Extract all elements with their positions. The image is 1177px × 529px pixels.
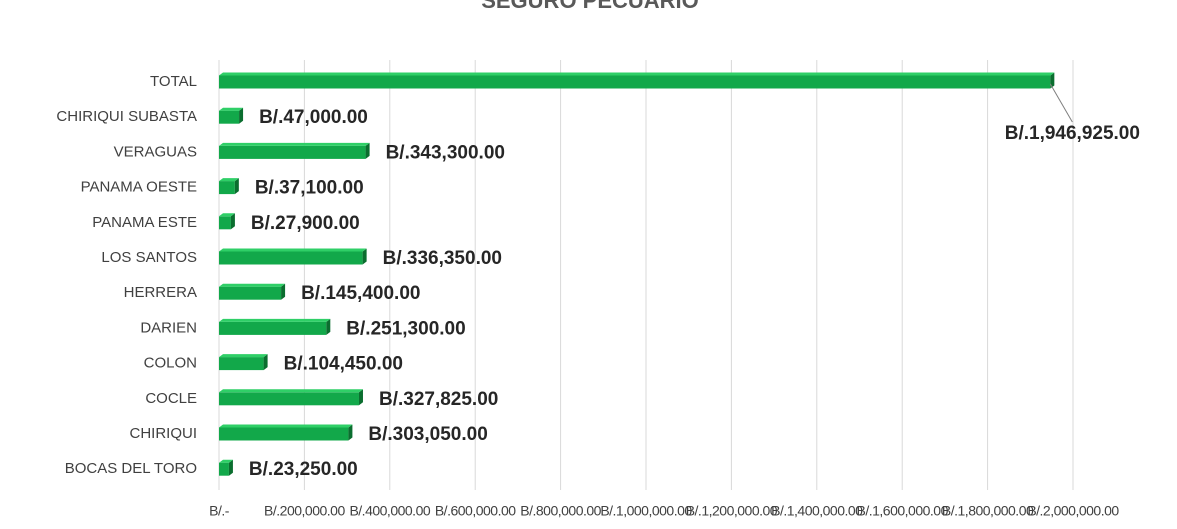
bar	[219, 216, 231, 230]
bar-side	[263, 354, 268, 371]
x-tick-label: B/.400,000.00	[349, 503, 430, 519]
y-tick-label: VERAGUAS	[114, 143, 197, 160]
bar-side	[230, 213, 235, 230]
bar	[219, 321, 327, 335]
value-label: B/.145,400.00	[301, 283, 420, 304]
bar-top	[219, 72, 1055, 76]
bar	[219, 145, 366, 159]
value-label: B/.251,300.00	[346, 318, 465, 339]
value-label: B/.336,350.00	[383, 248, 502, 269]
y-tick-label: COLON	[144, 355, 197, 372]
y-tick-label: PANAMA ESTE	[92, 214, 197, 231]
x-tick-label: B/.1,800,000.00	[942, 503, 1034, 519]
bar-side	[1050, 72, 1055, 89]
value-label: B/.104,450.00	[284, 354, 403, 375]
bar-top	[219, 354, 268, 358]
x-tick-label: B/.200,000.00	[264, 503, 345, 519]
bar	[219, 75, 1051, 89]
bar-top	[219, 178, 239, 182]
y-tick-label: COCLE	[145, 390, 197, 407]
value-label: B/.37,100.00	[255, 178, 364, 199]
bar	[219, 110, 240, 124]
bar	[219, 392, 359, 406]
x-tick-label: B/.-	[209, 503, 230, 519]
y-tick-label: HERRERA	[124, 284, 197, 301]
bar-side	[239, 107, 244, 124]
x-tick-label: B/.1,200,000.00	[686, 503, 778, 519]
bar	[219, 462, 229, 476]
bar-side	[228, 459, 233, 476]
bar	[219, 357, 264, 371]
leader-line	[1049, 83, 1073, 123]
bar-top	[219, 389, 363, 393]
value-label: B/.303,050.00	[368, 424, 487, 445]
bar-side	[365, 142, 370, 159]
x-tick-label: B/.1,000,000.00	[600, 503, 692, 519]
value-label: B/.343,300.00	[386, 142, 505, 163]
y-tick-label: BOCAS DEL TORO	[65, 460, 197, 477]
bar	[219, 286, 282, 300]
y-tick-label: TOTAL	[150, 73, 197, 90]
bar-side	[358, 389, 363, 406]
value-label: B/.1,946,925.00	[1005, 123, 1140, 144]
bar-side	[326, 318, 331, 335]
y-tick-label: DARIEN	[140, 319, 197, 336]
bar	[219, 181, 235, 195]
value-label: B/.327,825.00	[379, 389, 498, 410]
bar-top	[219, 459, 233, 463]
x-tick-label: B/.2,000,000.00	[1027, 503, 1119, 519]
x-tick-label: B/.1,600,000.00	[857, 503, 949, 519]
chart-title: SEGURO PECUARIO	[481, 0, 699, 13]
bar-top	[219, 142, 370, 146]
y-tick-label: PANAMA OESTE	[81, 179, 197, 196]
x-tick-label: B/.1,400,000.00	[771, 503, 863, 519]
bar	[219, 427, 349, 441]
x-tick-label: B/.800,000.00	[520, 503, 601, 519]
bar-side	[348, 424, 353, 441]
bar-top	[219, 424, 353, 428]
bar-side	[362, 248, 367, 265]
value-label: B/.27,900.00	[251, 213, 360, 234]
y-tick-label: CHIRIQUI SUBASTA	[56, 108, 197, 125]
bar-top	[219, 213, 235, 217]
bar-side	[281, 283, 286, 300]
bar-top	[219, 107, 244, 111]
value-label: B/.23,250.00	[249, 459, 358, 480]
bar	[219, 251, 363, 265]
bar-top	[219, 318, 331, 322]
bar-top	[219, 248, 367, 252]
value-label: B/.47,000.00	[259, 107, 368, 128]
y-tick-label: CHIRIQUI	[130, 425, 198, 442]
x-tick-label: B/.600,000.00	[435, 503, 516, 519]
bar-top	[219, 283, 286, 287]
y-tick-label: LOS SANTOS	[101, 249, 197, 266]
bar-side	[234, 178, 239, 195]
